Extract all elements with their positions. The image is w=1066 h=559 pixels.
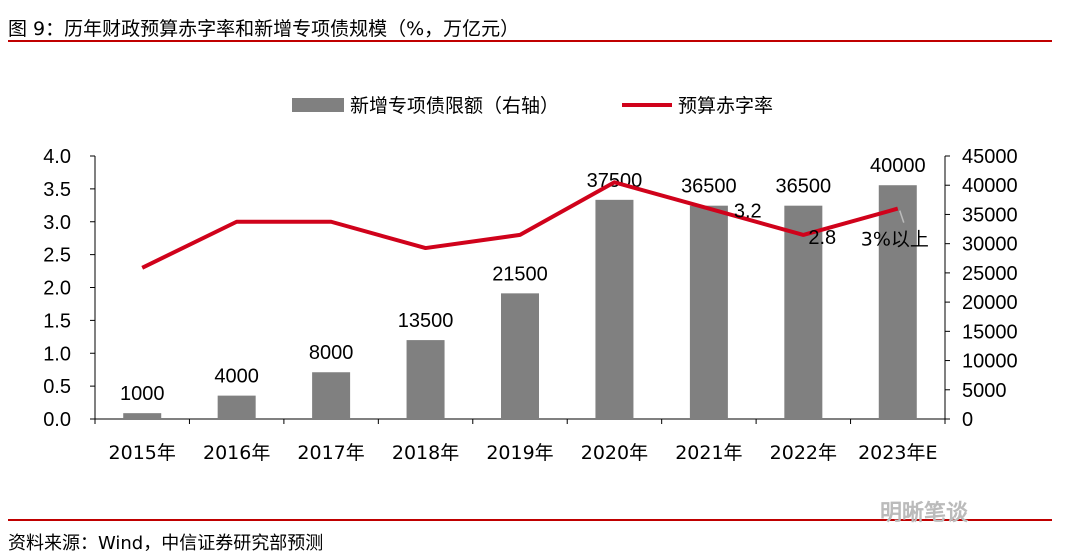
bar: [595, 199, 634, 419]
right-tick-label: 10000: [962, 351, 1018, 373]
right-tick-label: 20000: [962, 292, 1018, 314]
left-tick-label: 1.0: [43, 343, 71, 365]
left-tick-label: 1.5: [43, 310, 71, 332]
bar: [784, 205, 823, 419]
x-tick-label: 2016年: [203, 442, 270, 464]
bar: [312, 372, 351, 419]
bar: [217, 395, 256, 419]
x-tick-label: 2018年: [392, 442, 459, 464]
legend-bar-label: 新增专项债限额（右轴）: [350, 95, 559, 117]
bar: [406, 340, 445, 419]
left-tick-label: 2.5: [43, 245, 71, 267]
x-tick-label: 2019年: [486, 442, 553, 464]
right-tick-label: 25000: [962, 263, 1018, 285]
right-tick-label: 0: [962, 409, 973, 431]
bar-data-label: 8000: [309, 342, 354, 364]
x-tick-label: 2020年: [581, 442, 648, 464]
x-tick-label: 2022年: [770, 442, 837, 464]
footer-rule: [8, 519, 1052, 521]
right-tick-label: 5000: [962, 380, 1007, 402]
annotation-2021: 3.2: [734, 201, 762, 223]
annotation-leader: [899, 210, 905, 223]
x-tick-label: 2021年: [675, 442, 742, 464]
title-rule: [8, 40, 1052, 42]
right-tick-label: 35000: [962, 204, 1018, 226]
legend-bar-swatch: [292, 98, 344, 112]
annotation-2023: 3%以上: [861, 229, 929, 251]
left-tick-label: 0.0: [43, 409, 71, 431]
x-tick-label: 2023年E: [858, 442, 937, 464]
bar-data-label: 21500: [492, 263, 548, 285]
source-note: 资料来源：Wind，中信证券研究部预测: [8, 533, 324, 554]
bar-data-label: 40000: [870, 155, 926, 177]
bar-data-label: 36500: [681, 176, 737, 198]
bar-data-label: 4000: [214, 366, 259, 388]
x-tick-label: 2015年: [109, 442, 176, 464]
left-tick-label: 2.0: [43, 278, 71, 300]
bar: [123, 413, 162, 419]
bar-data-label: 36500: [776, 176, 832, 198]
left-tick-label: 3.5: [43, 179, 71, 201]
bar: [501, 293, 539, 419]
left-tick-label: 4.0: [43, 146, 71, 168]
left-tick-label: 0.5: [43, 376, 71, 398]
bar-data-label: 13500: [398, 310, 454, 332]
left-tick-label: 3.0: [43, 212, 71, 234]
bar: [878, 185, 917, 419]
right-tick-label: 40000: [962, 175, 1018, 197]
x-tick-label: 2017年: [297, 442, 364, 464]
right-tick-label: 15000: [962, 321, 1018, 343]
annotation-2022: 2.8: [808, 227, 836, 249]
right-tick-label: 45000: [962, 146, 1018, 168]
figure-title: 图 9：历年财政预算赤字率和新增专项债规模（%，万亿元）: [8, 18, 520, 40]
watermark: 明晰笔谈: [880, 501, 969, 526]
bar: [689, 205, 728, 419]
right-tick-label: 30000: [962, 234, 1018, 256]
legend-line-label: 预算赤字率: [678, 95, 773, 117]
bar-data-label: 1000: [120, 383, 165, 405]
